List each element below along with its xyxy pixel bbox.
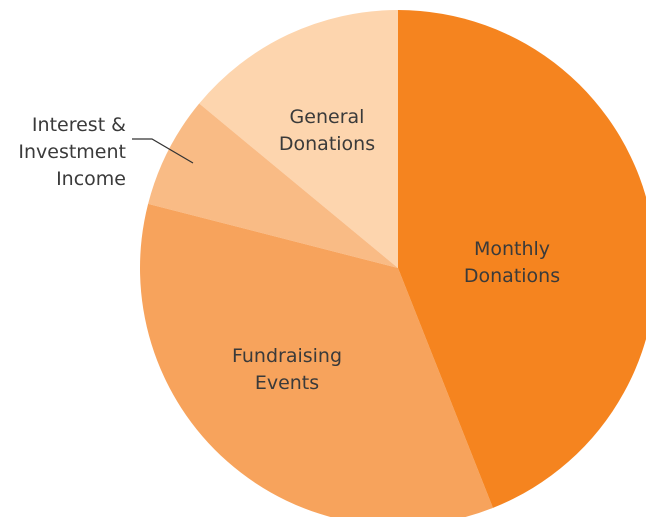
pie-slice bbox=[148, 103, 398, 268]
slice-label: General Donations bbox=[279, 106, 375, 155]
slice-label: Fundraising Events bbox=[232, 345, 342, 394]
slice-label: Interest & Investment Income bbox=[18, 114, 126, 190]
pie-slice bbox=[398, 10, 646, 508]
leader-line bbox=[132, 138, 194, 164]
pie-slice bbox=[199, 10, 398, 268]
pie-slice bbox=[140, 203, 493, 517]
slice-label: Monthly Donations bbox=[464, 238, 560, 287]
